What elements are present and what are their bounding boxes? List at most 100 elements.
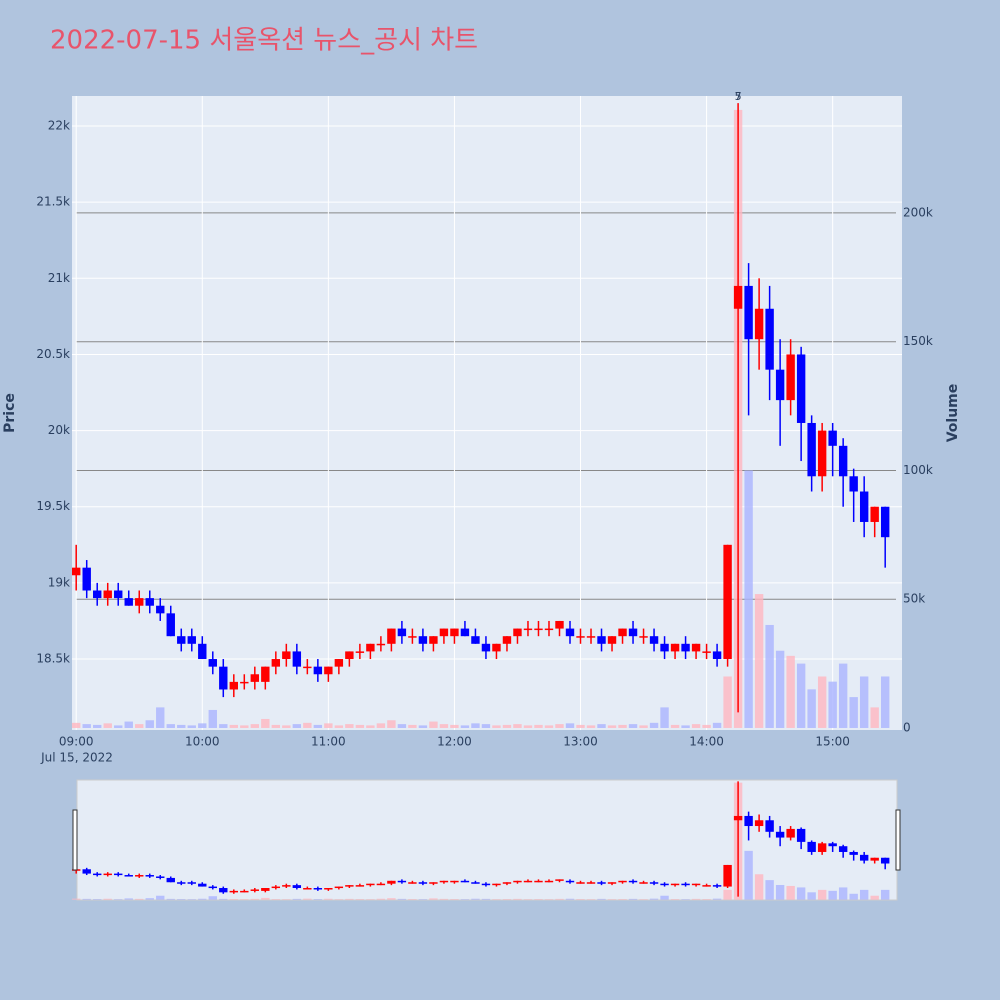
candle-body	[670, 883, 680, 886]
volume-bar	[313, 724, 323, 728]
volume-bar	[271, 899, 281, 900]
y2-tick-label: 200k	[903, 205, 933, 219]
candle-body	[93, 590, 102, 599]
candle-body	[82, 567, 91, 591]
candle-body	[387, 880, 396, 884]
volume-bar	[135, 898, 144, 900]
volume-bar	[513, 898, 522, 900]
volume-bar	[82, 724, 91, 728]
candle-body	[576, 636, 585, 638]
y-tick-label: 20k	[48, 423, 70, 437]
slider-handle[interactable]	[895, 809, 901, 871]
x-tick-label: 12:00	[437, 735, 472, 749]
candle-body	[313, 888, 323, 890]
candle-body	[639, 636, 648, 638]
volume-bar	[775, 650, 785, 728]
volume-bar	[555, 724, 564, 728]
candle-body	[597, 882, 606, 884]
candle-body	[324, 888, 333, 890]
volume-bar	[786, 655, 795, 728]
candle-body	[628, 880, 638, 883]
volume-bar	[429, 721, 438, 728]
candle-body	[408, 882, 417, 884]
candle-body	[145, 598, 154, 606]
candle-body	[198, 883, 207, 887]
candle-body	[607, 882, 617, 884]
candle-body	[303, 666, 312, 669]
volume-bar	[166, 898, 175, 900]
y-tick-label: 19.5k	[36, 499, 70, 513]
volume-bar	[618, 899, 627, 900]
volume-bar	[681, 725, 690, 728]
volume-bar	[502, 724, 512, 728]
candle-body	[282, 885, 291, 887]
volume-bar	[250, 898, 260, 900]
y-tick-label: 19k	[48, 575, 70, 589]
y-tick-label: 21k	[48, 271, 70, 285]
grid: 18.5k 19k 19.5k 20k 20.5k 21k 21.5k 22k 0 50k 100k…	[36, 96, 933, 749]
candle-layer: 75	[72, 90, 890, 728]
volume-bar	[376, 723, 386, 728]
candle-body	[828, 843, 837, 847]
volume-bar	[418, 725, 428, 728]
volume-bar	[334, 725, 344, 728]
candle-body	[366, 643, 375, 652]
x-tick-label: 10:00	[185, 735, 220, 749]
volume-bar	[880, 889, 890, 900]
volume-bar	[765, 880, 774, 900]
candle-body	[177, 882, 186, 884]
chart-title: 2022-07-15 서울옥션 뉴스_공시 차트	[50, 26, 478, 56]
volume-bar	[639, 725, 648, 728]
volume-bar	[324, 723, 333, 728]
candle-body	[261, 888, 270, 891]
volume-bar	[586, 725, 596, 728]
candle-body	[712, 885, 722, 887]
volume-bar	[282, 725, 291, 728]
candle-body	[156, 876, 165, 878]
volume-bar	[649, 898, 659, 900]
candle-body	[796, 354, 806, 423]
slider-handle[interactable]	[72, 809, 78, 871]
volume-bar	[775, 884, 785, 900]
volume-bar	[702, 899, 711, 900]
candle-body	[124, 875, 133, 877]
range-slider[interactable]	[76, 779, 898, 901]
candle-body	[355, 651, 365, 653]
candle-body	[114, 590, 123, 599]
candle-body	[439, 628, 449, 637]
x-tick-label: 14:00	[689, 735, 724, 749]
volume-bar	[387, 898, 396, 900]
y-tick-label: 18.5k	[36, 652, 70, 666]
candle-body	[114, 873, 123, 876]
volume-bar	[828, 890, 837, 900]
candle-body	[880, 857, 890, 864]
candle-body	[817, 843, 827, 852]
volume-bar	[618, 724, 627, 728]
candle-body	[166, 613, 175, 637]
volume-bar	[166, 724, 175, 728]
volume-bar	[786, 885, 795, 900]
candle-body	[744, 285, 753, 340]
volume-bar	[754, 874, 764, 900]
volume-bar	[198, 723, 207, 728]
candle-body	[271, 659, 281, 667]
candle-body	[838, 445, 848, 477]
candle-body	[93, 873, 102, 876]
candle-body	[534, 628, 543, 631]
candle-body	[744, 815, 753, 827]
volume-bar	[187, 725, 196, 728]
candle-body	[733, 285, 743, 309]
volume-bar	[660, 895, 669, 900]
volume-bar	[450, 724, 459, 728]
volume-bar	[114, 725, 123, 728]
x-tick-label: 09:00	[59, 735, 94, 749]
volume-bar	[660, 707, 669, 728]
candle-body	[103, 873, 112, 876]
candle-body	[870, 506, 879, 522]
x-date-label: Jul 15, 2022	[40, 751, 113, 765]
volume-bar	[744, 470, 753, 728]
volume-bar	[838, 663, 848, 728]
volume-bar	[366, 725, 375, 728]
volume-bar	[838, 887, 848, 900]
candle-body	[208, 659, 217, 667]
